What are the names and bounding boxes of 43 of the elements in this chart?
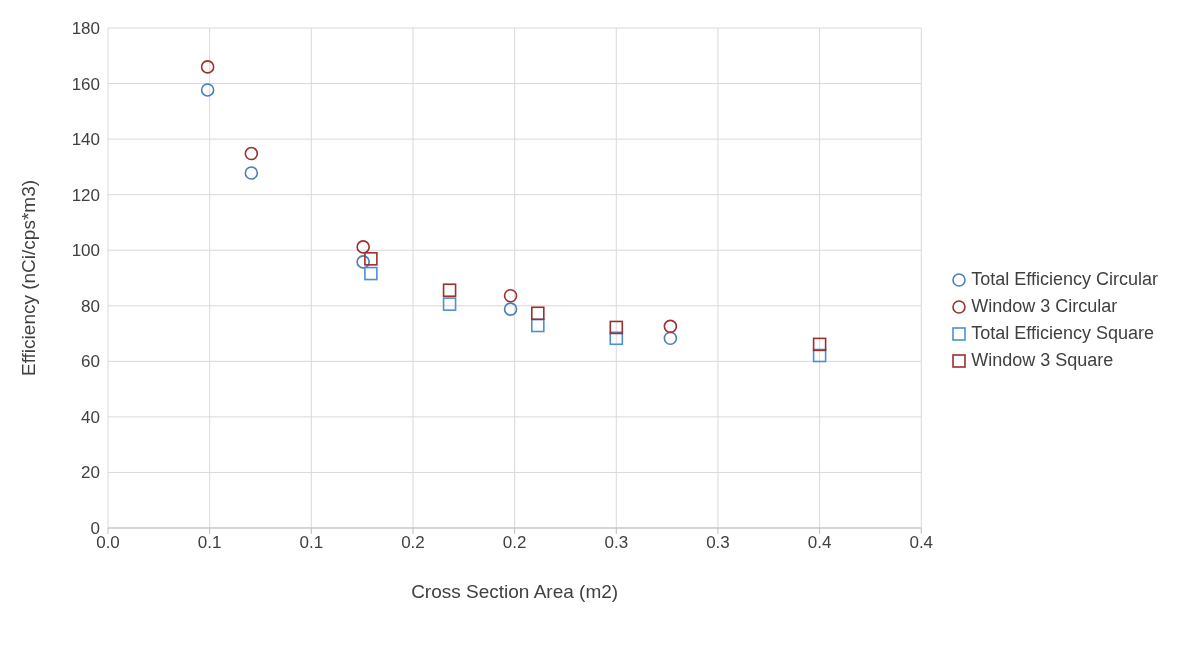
x-tick-label: 0.3 — [706, 533, 730, 553]
point — [200, 83, 215, 97]
x-tick-label: 0.1 — [299, 533, 324, 553]
legend-label: Window 3 Square — [970, 350, 1115, 371]
y-axis-title: Efficiency (nCi/cps*m3) — [17, 179, 39, 377]
x-tick-label: 0.1 — [197, 533, 222, 553]
x-axis-title: Cross Section Area (m2) — [411, 581, 619, 602]
y-tick-label: 140 — [71, 130, 100, 150]
x-tick-label: 0.4 — [807, 533, 832, 553]
x-tick-label: 0.3 — [604, 533, 629, 553]
point — [812, 337, 827, 352]
x-tick-label: 0.0 — [96, 533, 120, 553]
legend-label: Window 3 Circular — [970, 296, 1119, 317]
point — [503, 288, 518, 303]
point — [609, 331, 624, 346]
point — [244, 146, 259, 161]
x-tick-label: 0.2 — [502, 533, 527, 553]
point — [812, 348, 827, 363]
legend-label: Total Efficiency Circular — [970, 269, 1158, 290]
point — [663, 319, 678, 334]
legend-label: Total Efficiency Square — [970, 323, 1156, 344]
point — [503, 302, 518, 316]
point — [364, 252, 378, 266]
y-tick-label: 100 — [71, 241, 100, 261]
point — [609, 320, 624, 335]
y-tick-label: 80 — [81, 296, 100, 316]
y-tick-label: 60 — [81, 352, 100, 372]
point — [663, 331, 678, 346]
y-tick-label: 120 — [71, 185, 100, 205]
point — [442, 297, 457, 311]
point — [364, 266, 378, 281]
point — [200, 60, 215, 74]
y-tick-label: 180 — [71, 19, 100, 39]
point — [442, 283, 457, 298]
x-tick-label: 0.4 — [909, 533, 934, 553]
x-tick-label: 0.2 — [401, 533, 425, 553]
point — [244, 166, 259, 180]
y-tick-label: 20 — [81, 463, 100, 483]
point — [356, 255, 370, 269]
y-tick-label: 40 — [81, 407, 100, 427]
point — [531, 306, 545, 321]
point — [356, 240, 370, 254]
y-tick-label: 160 — [71, 74, 100, 94]
